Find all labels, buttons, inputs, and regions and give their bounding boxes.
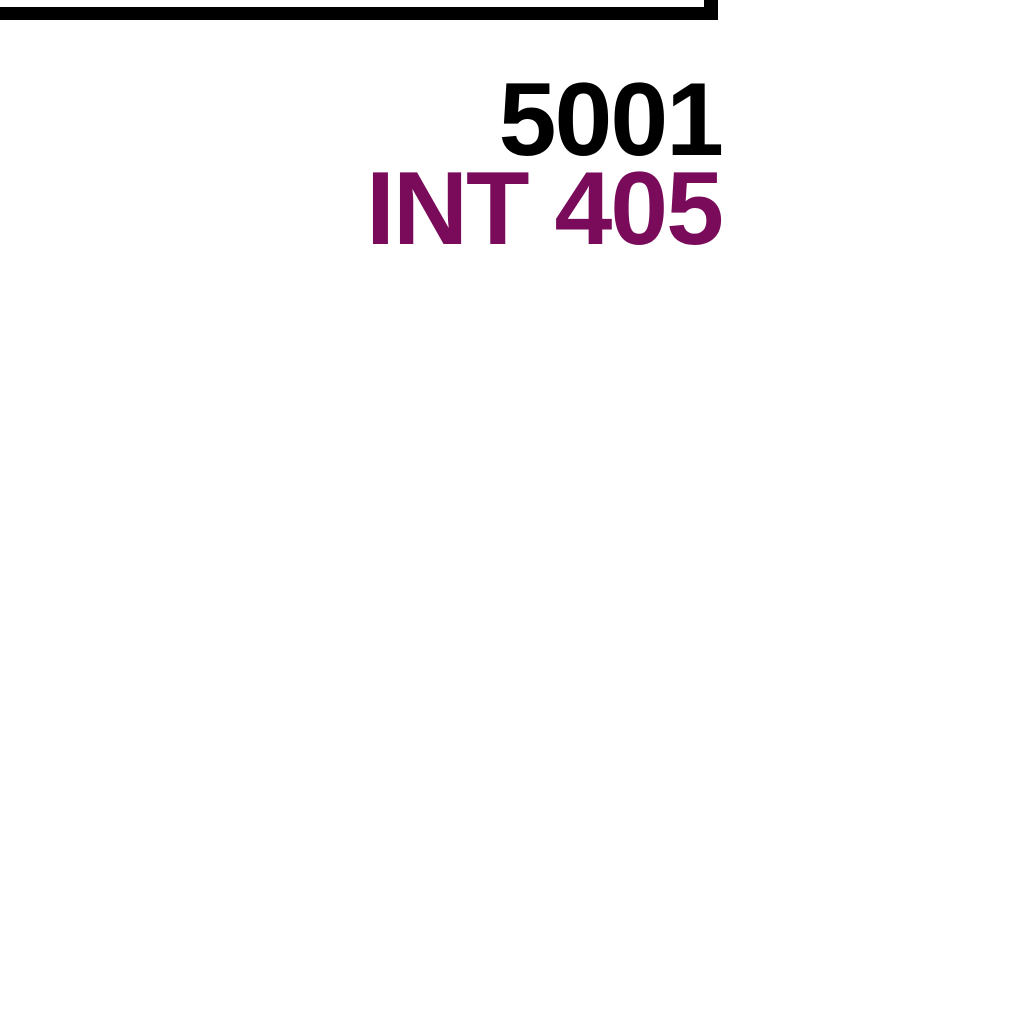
map-label: 5001 INT 405 [366,62,724,267]
label-code: INT 405 [366,151,724,267]
label-number: 5001 [498,62,724,178]
boundary-outline [0,0,718,20]
